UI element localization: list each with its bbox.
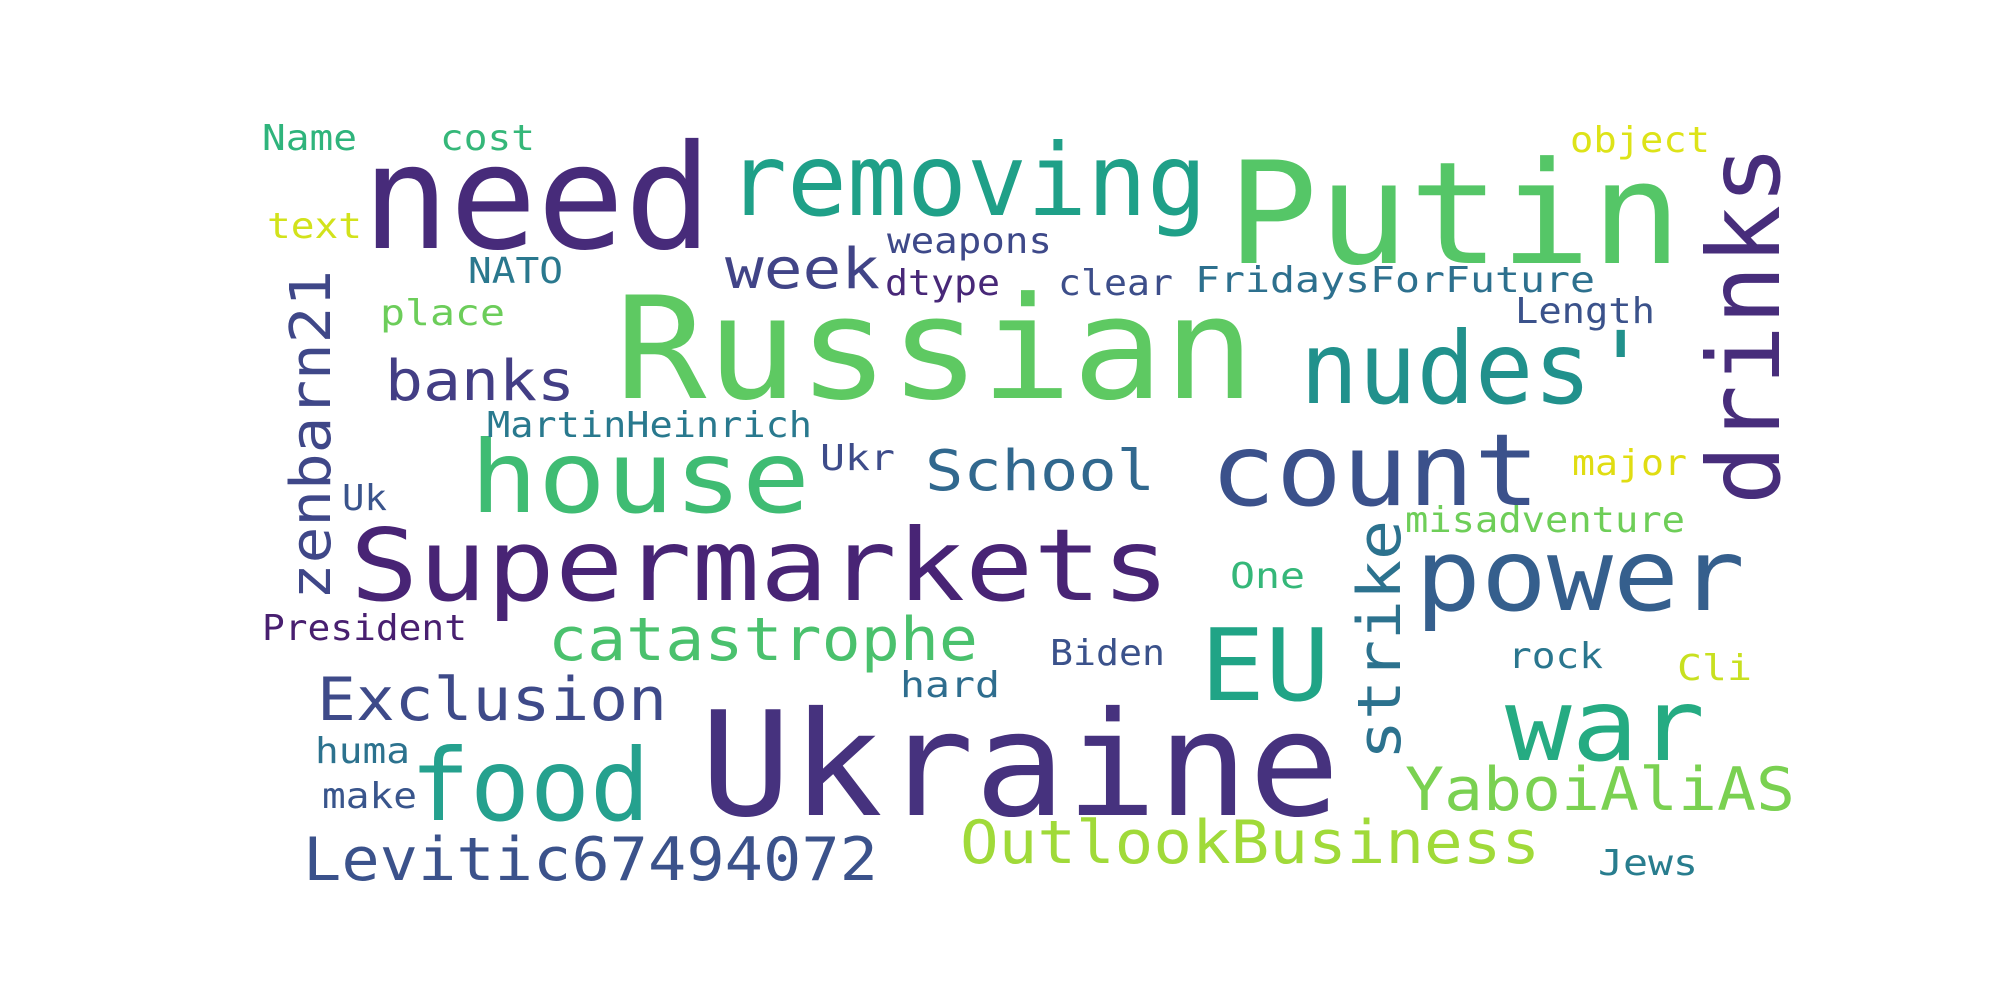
word-power: power	[1415, 517, 1745, 634]
word-strike: strike	[1345, 520, 1415, 760]
word-text: text	[267, 206, 362, 247]
word-count: count	[1210, 412, 1540, 529]
word-putin: Putin	[1227, 132, 1682, 297]
word-russian: Russian	[615, 267, 1255, 432]
word-ukr: Ukr	[820, 438, 895, 479]
word-house: house	[470, 419, 810, 536]
word-name: Name	[262, 118, 357, 159]
word-nato: NATO	[468, 251, 563, 292]
word-week: week	[725, 237, 880, 302]
word-school: School	[925, 439, 1155, 504]
word-rock: rock	[1508, 636, 1603, 677]
word-place: place	[380, 293, 505, 334]
word-need: need	[362, 114, 712, 283]
word-one: One	[1230, 556, 1305, 597]
word-cli: Cli	[1677, 648, 1752, 689]
word-zenbarn21: zenbarn21	[279, 270, 344, 600]
word-uk: Uk	[342, 478, 387, 519]
word-dtype: dtype	[885, 263, 1000, 304]
word-weapons: weapons	[887, 221, 1052, 262]
word-president: President	[262, 608, 467, 649]
word-eu: EU	[1200, 607, 1330, 724]
word-huma: huma	[315, 731, 410, 772]
word-fridaysforfuture: FridaysForFuture	[1195, 260, 1595, 301]
word-misadventure: misadventure	[1405, 500, 1685, 541]
word-major: major	[1572, 443, 1687, 484]
word-banks: banks	[385, 349, 575, 414]
word-supermarkets: Supermarkets	[350, 507, 1170, 624]
word-length: Length	[1515, 291, 1655, 332]
word-exclusion: Exclusion	[317, 665, 667, 735]
word-catastrophe: catastrophe	[548, 605, 978, 675]
word-biden: Biden	[1050, 633, 1165, 674]
word-removing: removing	[727, 122, 1207, 239]
word-make: make	[322, 776, 417, 817]
word-yaboialias: YaboiAliAS	[1405, 755, 1795, 825]
word-levitic67494072: Levitic67494072	[303, 825, 878, 895]
word-clear: clear	[1058, 263, 1173, 304]
word-jews: Jews	[1598, 843, 1698, 884]
word-outlookbusiness: OutlookBusiness	[960, 808, 1540, 878]
word-war: war	[1505, 667, 1705, 784]
word-cost: cost	[440, 118, 535, 159]
word-martinheinrich: MartinHeinrich	[487, 405, 812, 446]
word-drinks: drinks	[1686, 145, 1803, 505]
word-nudes: nudes'	[1300, 310, 1650, 427]
word-object: object	[1570, 120, 1710, 161]
word-food: food	[410, 727, 650, 844]
word-ukraine: Ukraine	[700, 681, 1340, 850]
word-hard: hard	[900, 665, 1000, 706]
